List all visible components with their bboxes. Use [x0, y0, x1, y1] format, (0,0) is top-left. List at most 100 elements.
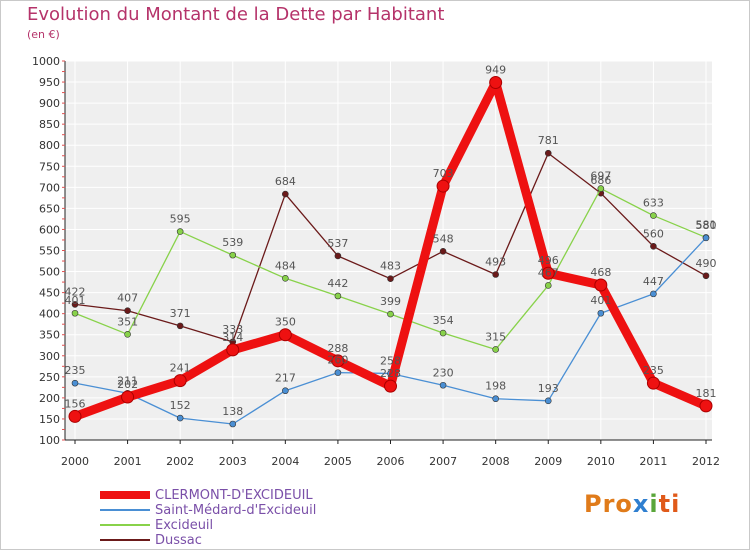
data-label: 156 [65, 397, 86, 410]
data-label: 333 [222, 323, 243, 336]
legend-label: CLERMONT-D'EXCIDEUIL [155, 488, 313, 503]
data-point [331, 354, 345, 368]
data-point [702, 234, 710, 242]
y-tick-label: 700 [39, 181, 60, 194]
data-label: 496 [538, 254, 559, 267]
data-point [121, 390, 135, 404]
data-label: 537 [327, 237, 348, 250]
data-label: 354 [433, 314, 454, 327]
y-tick-label: 450 [39, 287, 60, 300]
y-tick-label: 500 [39, 266, 60, 279]
data-point [492, 271, 499, 278]
data-point [646, 376, 660, 390]
proxiti-logo: Proxiti [584, 490, 680, 518]
data-label: 371 [170, 307, 191, 320]
data-point [124, 307, 131, 315]
data-label: 686 [590, 174, 611, 187]
data-label: 949 [485, 63, 506, 76]
data-point [439, 381, 447, 389]
y-tick-label: 300 [39, 350, 60, 363]
data-point [699, 399, 713, 413]
data-label: 467 [538, 266, 559, 279]
x-tick-label: 2009 [534, 455, 562, 468]
x-tick-label: 2003 [219, 455, 247, 468]
data-point [597, 185, 605, 192]
y-tick-label: 750 [39, 160, 60, 173]
y-tick-label: 650 [39, 202, 60, 215]
chart-unit: (en €) [27, 28, 60, 41]
y-tick-label: 1000 [32, 55, 60, 68]
logo-part: ti [658, 490, 681, 518]
data-point [68, 409, 82, 423]
data-label: 484 [275, 259, 296, 272]
x-tick-label: 2005 [324, 455, 352, 468]
data-label: 350 [275, 316, 296, 329]
y-tick-label: 850 [39, 118, 60, 131]
data-label: 442 [327, 277, 348, 290]
x-tick-label: 2006 [377, 455, 405, 468]
data-point [229, 420, 237, 428]
data-label: 493 [485, 256, 506, 269]
data-point [282, 190, 289, 198]
data-point [226, 343, 240, 357]
data-point [439, 248, 447, 255]
data-point [334, 369, 342, 376]
legend-label: Dussac [155, 533, 202, 548]
y-tick-label: 800 [39, 139, 60, 152]
data-label: 684 [275, 175, 296, 188]
legend-swatch [100, 491, 150, 499]
legend-item: CLERMONT-D'EXCIDEUIL [100, 488, 420, 503]
data-point [387, 275, 394, 283]
data-label: 181 [696, 387, 717, 400]
chart-legend: CLERMONT-D'EXCIDEUIL Saint-Médard-d'Excid… [100, 488, 420, 548]
data-point [278, 328, 292, 342]
data-label: 580 [696, 219, 717, 232]
data-label: 211 [117, 374, 138, 387]
y-tick-label: 250 [39, 371, 60, 384]
data-label: 230 [433, 366, 454, 379]
data-label: 399 [380, 295, 401, 308]
data-label: 193 [538, 382, 559, 395]
data-point [650, 212, 657, 219]
data-label: 228 [380, 367, 401, 380]
data-point [436, 179, 450, 193]
x-tick-label: 2007 [429, 455, 457, 468]
legend-label: Excideuil [155, 518, 214, 533]
data-point [173, 374, 187, 388]
data-label: 235 [643, 364, 664, 377]
legend-swatch [100, 509, 150, 511]
chart-title: Evolution du Montant de la Dette par Hab… [27, 4, 445, 25]
data-label: 447 [643, 275, 664, 288]
y-tick-label: 900 [39, 97, 60, 110]
data-label: 539 [222, 236, 243, 249]
data-label: 351 [117, 315, 138, 328]
y-tick-label: 200 [39, 392, 60, 405]
data-label: 401 [65, 294, 86, 307]
data-point [71, 309, 79, 317]
data-label: 490 [696, 257, 717, 270]
y-tick-label: 550 [39, 245, 60, 258]
data-label: 781 [538, 134, 559, 147]
data-point [176, 322, 184, 330]
legend-item: Saint-Médard-d'Excideuil [100, 503, 420, 518]
legend-swatch [100, 539, 150, 541]
data-point [650, 242, 657, 250]
data-point [282, 387, 289, 395]
data-label: 315 [485, 330, 506, 343]
data-point [71, 379, 79, 387]
x-tick-label: 2004 [271, 455, 299, 468]
data-point [594, 278, 608, 292]
data-point [702, 272, 710, 280]
logo-part: i [649, 490, 659, 518]
data-point [229, 251, 237, 259]
data-point [489, 75, 503, 89]
data-label: 235 [65, 364, 86, 377]
y-tick-label: 350 [39, 329, 60, 342]
x-tick-label: 2001 [114, 455, 142, 468]
data-label: 217 [275, 372, 296, 385]
y-tick-label: 150 [39, 413, 60, 426]
x-tick-label: 2012 [692, 455, 720, 468]
y-tick-label: 100 [39, 434, 60, 447]
data-label: 468 [590, 266, 611, 279]
